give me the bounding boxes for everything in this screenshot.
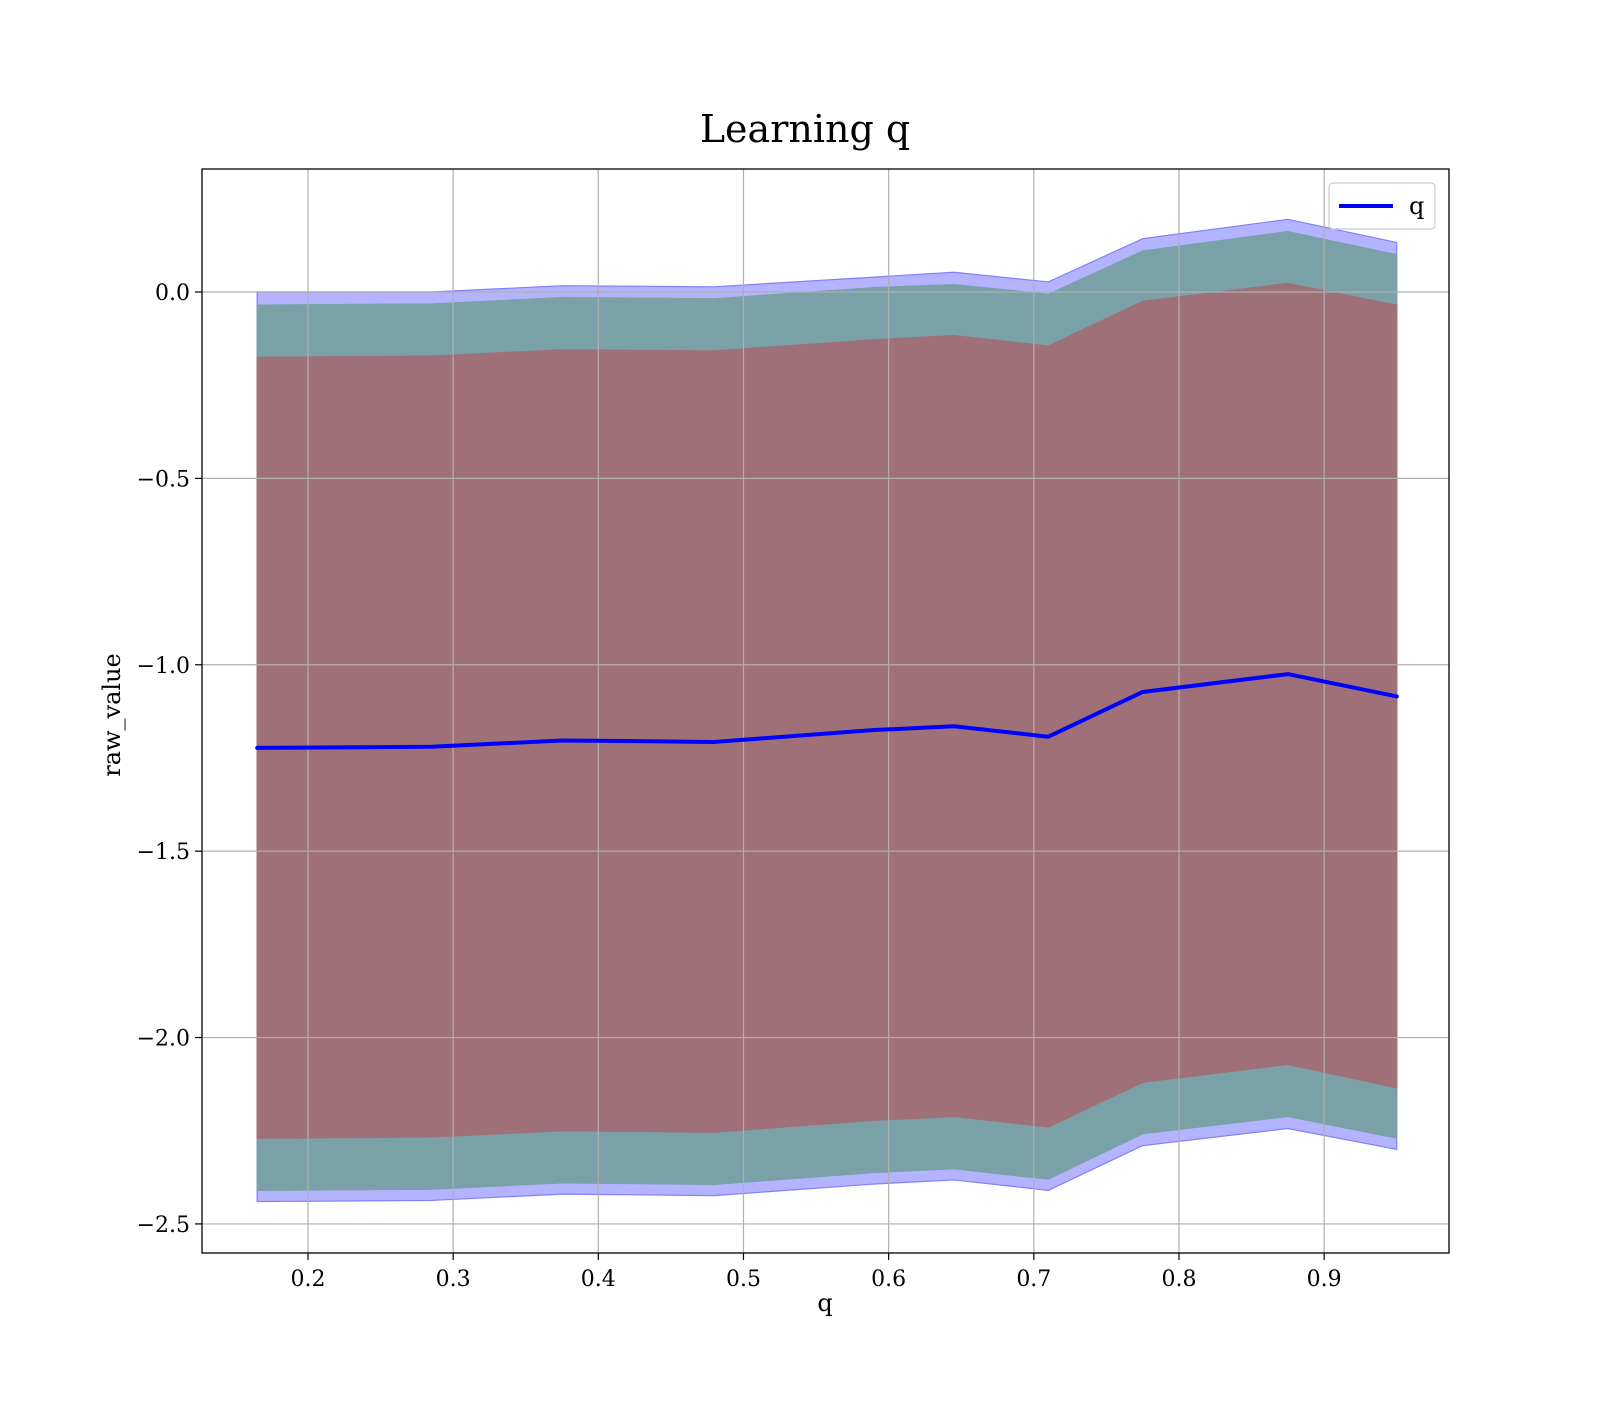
y-tick-label: −1.5 xyxy=(137,840,190,865)
x-tick-label: 0.4 xyxy=(581,1267,616,1292)
x-tick-label: 0.6 xyxy=(871,1267,906,1292)
y-axis-label: raw_value xyxy=(98,653,126,777)
axes: 0.2 0.3 0.4 0.5 0.6 0.7 0.8 0.9 0.0 −0.5 −1.0 −1.5 −… xyxy=(137,168,1450,1292)
y-tick-label: −0.5 xyxy=(137,467,190,492)
grid xyxy=(202,169,1449,1253)
y-tick-label: −1.0 xyxy=(137,654,190,679)
x-tick-label: 0.8 xyxy=(1161,1267,1196,1292)
x-tick-label: 0.9 xyxy=(1307,1267,1342,1292)
confidence-bands xyxy=(256,218,1398,1203)
x-tick-label: 0.7 xyxy=(1016,1267,1051,1292)
band-3 xyxy=(256,282,1398,1139)
series-line-q xyxy=(255,672,1399,750)
y-tick-label: −2.5 xyxy=(137,1213,190,1238)
chart-title: Learning q xyxy=(700,107,910,151)
plot-frame xyxy=(201,168,1450,1254)
x-tick-label: 0.2 xyxy=(290,1267,325,1292)
legend: q xyxy=(1328,182,1436,230)
series-lines xyxy=(255,672,1399,750)
y-tick-label: 0.0 xyxy=(155,281,190,306)
legend-label: q xyxy=(1409,192,1424,220)
x-axis-label: q xyxy=(817,1289,832,1317)
x-tick-label: 0.3 xyxy=(436,1267,471,1292)
y-tick-label: −2.0 xyxy=(137,1027,190,1052)
x-tick-label: 0.5 xyxy=(726,1267,761,1292)
